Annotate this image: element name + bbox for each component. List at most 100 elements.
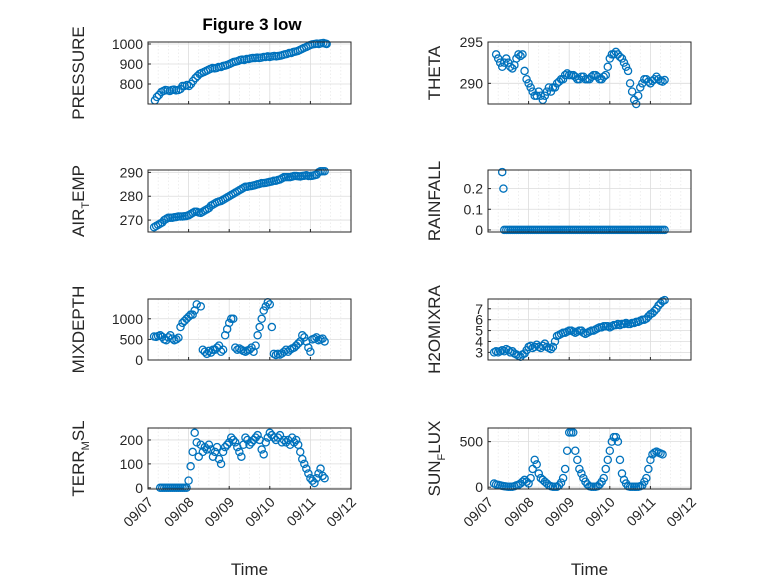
data-point xyxy=(281,345,291,354)
data-point xyxy=(210,447,220,457)
x-tick-label: 09/08 xyxy=(501,494,537,530)
data-point xyxy=(168,334,177,343)
data-point xyxy=(259,450,268,459)
x-tick-label: 09/10 xyxy=(582,494,618,530)
data-point xyxy=(562,446,572,456)
data-point xyxy=(623,66,633,76)
data-point xyxy=(526,473,535,483)
data-point xyxy=(495,58,505,67)
data-point xyxy=(506,62,515,72)
data-point xyxy=(599,72,608,81)
axes-frame xyxy=(147,427,352,490)
axes-frame xyxy=(147,298,352,361)
data-point xyxy=(615,52,625,62)
data-point xyxy=(658,450,667,459)
data-point xyxy=(300,459,309,469)
y-axis-label: AIRTEMP xyxy=(69,165,92,237)
axes-frame xyxy=(487,298,692,361)
data-point xyxy=(257,314,266,324)
y-tick-label: 100 xyxy=(120,456,144,472)
data-point xyxy=(560,70,570,80)
data-point xyxy=(200,347,210,357)
data-point xyxy=(320,337,329,346)
y-axis-label-subscript: F xyxy=(436,453,448,460)
data-point xyxy=(152,92,162,102)
data-point xyxy=(569,428,578,437)
y-tick-label: 280 xyxy=(120,188,144,204)
data-point xyxy=(617,54,627,63)
data-point xyxy=(546,344,556,354)
subplot-3: 270 280 290 AIRTEMP xyxy=(69,164,352,237)
data-point xyxy=(233,345,242,354)
data-point xyxy=(520,66,529,76)
y-axis-label: PRESSURE xyxy=(69,26,88,120)
axes-frame xyxy=(487,169,692,233)
x-tick-label: 09/12 xyxy=(323,494,359,530)
data-point xyxy=(558,74,568,84)
data-point xyxy=(218,447,228,457)
data-point xyxy=(524,479,533,488)
data-point xyxy=(188,447,197,457)
data-point xyxy=(291,435,301,445)
data-point xyxy=(532,91,541,100)
data-point xyxy=(562,69,572,78)
subplot-4: 0 0.1 0.2 RAINFALL xyxy=(425,161,692,241)
data-point xyxy=(248,53,257,63)
data-point xyxy=(176,322,185,332)
data-point xyxy=(298,454,307,464)
data-point xyxy=(204,440,214,449)
y-tick-label: 1000 xyxy=(112,311,143,327)
y-tick-label: 0 xyxy=(475,222,483,238)
subplot-5: 0 500 1000 MIXDEPTH xyxy=(69,286,352,373)
data-point xyxy=(190,428,199,438)
y-axis-label-part: SUN xyxy=(425,460,444,496)
data-point xyxy=(534,87,544,96)
y-tick-label: 0 xyxy=(135,480,143,496)
x-tick-label: 09/09 xyxy=(201,494,237,530)
data-point xyxy=(499,184,508,193)
data-point xyxy=(642,473,651,483)
data-point xyxy=(619,58,629,67)
data-point xyxy=(571,446,580,456)
data-point xyxy=(320,166,329,176)
data-point xyxy=(271,350,281,360)
data-point xyxy=(646,455,655,465)
data-point xyxy=(587,72,596,81)
data-point xyxy=(257,445,266,454)
data-point xyxy=(526,341,535,351)
data-point xyxy=(532,460,541,469)
y-tick-label: 295 xyxy=(460,34,484,50)
data-point xyxy=(237,452,246,461)
subplot-8: 0 500 09/07 09/08 09/09 09/10 09/11 09/12 Time SU… xyxy=(425,421,699,579)
data-point xyxy=(186,462,195,471)
data-point xyxy=(538,95,548,105)
data-point xyxy=(320,473,329,483)
data-point xyxy=(611,432,621,442)
data-point xyxy=(196,302,206,311)
plot-area xyxy=(488,170,691,232)
data-point xyxy=(229,435,238,445)
data-point xyxy=(599,473,608,483)
data-point xyxy=(556,478,566,487)
data-point xyxy=(235,447,244,457)
data-point xyxy=(184,81,194,91)
data-point xyxy=(573,455,582,465)
data-point xyxy=(497,167,507,177)
data-point xyxy=(530,455,539,465)
data-point xyxy=(534,469,544,478)
data-point xyxy=(251,341,260,350)
data-point xyxy=(518,477,527,486)
data-point xyxy=(499,58,509,67)
y-tick-label: 900 xyxy=(120,56,144,72)
data-point xyxy=(660,225,669,235)
data-point xyxy=(192,300,201,309)
x-axis-label: Time xyxy=(571,560,608,579)
data-point xyxy=(304,343,313,352)
data-point xyxy=(253,331,262,340)
y-tick-label: 0 xyxy=(135,352,143,368)
data-point xyxy=(259,306,268,315)
data-point xyxy=(253,430,262,440)
y-axis-label: THETA xyxy=(425,45,444,100)
data-point xyxy=(212,442,222,452)
